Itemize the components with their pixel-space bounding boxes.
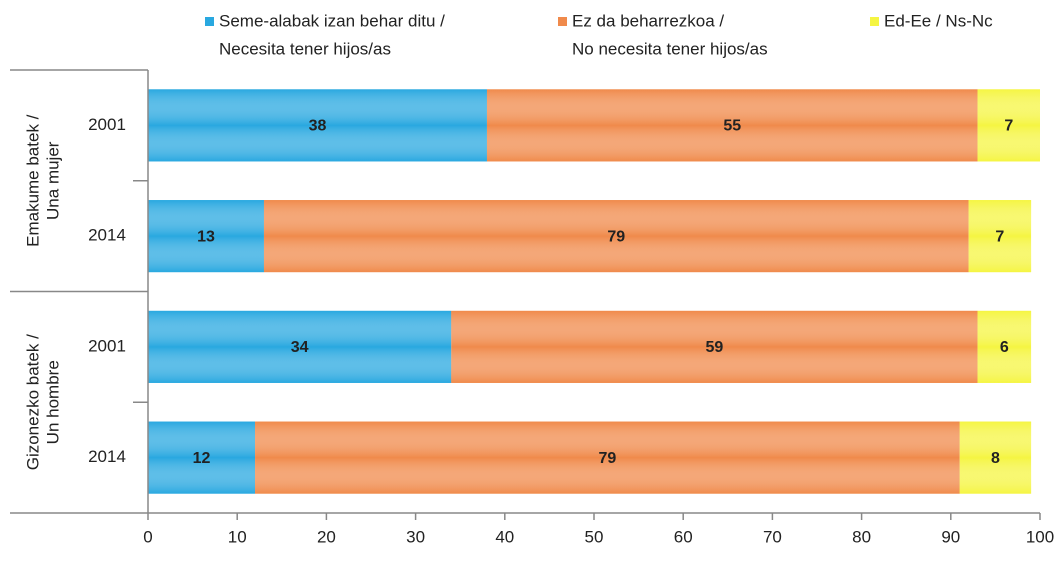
- group-label: Un hombre: [43, 360, 62, 444]
- group-label: Gizonezko batek /: [23, 334, 42, 470]
- y-tick-label: 2001: [88, 115, 126, 134]
- bar-shade: [977, 89, 1040, 162]
- legend-label: Ed-Ee / Ns-Nc: [884, 11, 993, 30]
- bar-shade: [148, 310, 452, 383]
- x-tick-label: 40: [495, 527, 514, 546]
- bar-shade: [255, 421, 960, 494]
- x-tick-label: 90: [941, 527, 960, 546]
- legend-swatch: [205, 17, 214, 26]
- data-label: 7: [995, 228, 1004, 245]
- legend-swatch: [558, 17, 567, 26]
- data-label: 55: [723, 118, 741, 135]
- group-label: Una mujer: [43, 141, 62, 220]
- x-tick-label: 50: [585, 527, 604, 546]
- x-tick-label: 60: [674, 527, 693, 546]
- bar-shade: [148, 89, 487, 162]
- data-label: 12: [193, 450, 211, 467]
- data-label: 59: [706, 339, 724, 356]
- x-tick-label: 80: [852, 527, 871, 546]
- legend-label: Necesita tener hijos/as: [219, 39, 391, 58]
- data-label: 38: [309, 118, 327, 135]
- data-label: 79: [598, 450, 616, 467]
- y-tick-label: 2014: [88, 226, 126, 245]
- x-tick-label: 0: [143, 527, 152, 546]
- y-tick-label: 2001: [88, 336, 126, 355]
- legend-label: Ez da beharrezkoa /: [572, 11, 724, 30]
- bar-shade: [968, 200, 1032, 273]
- data-label: 8: [991, 450, 1000, 467]
- data-label: 6: [1000, 339, 1009, 356]
- y-tick-label: 2014: [88, 447, 126, 466]
- group-label: Emakume batek /: [23, 114, 42, 247]
- x-tick-label: 10: [228, 527, 247, 546]
- bar-shade: [451, 310, 978, 383]
- legend-swatch: [870, 17, 879, 26]
- bar-shade: [977, 310, 1032, 383]
- bar-shade: [486, 89, 978, 162]
- x-tick-label: 100: [1026, 527, 1054, 546]
- bar-shade: [148, 200, 264, 273]
- legend-label: No necesita tener hijos/as: [572, 39, 768, 58]
- data-label: 79: [607, 228, 625, 245]
- x-tick-label: 70: [763, 527, 782, 546]
- x-tick-label: 30: [406, 527, 425, 546]
- legend-label: Seme-alabak izan behar ditu /: [219, 11, 445, 30]
- data-label: 13: [197, 228, 215, 245]
- bar-shade: [959, 421, 1032, 494]
- x-tick-label: 20: [317, 527, 336, 546]
- bar-shade: [148, 421, 256, 494]
- data-label: 34: [291, 339, 309, 356]
- data-label: 7: [1004, 118, 1013, 135]
- bar-shade: [263, 200, 969, 273]
